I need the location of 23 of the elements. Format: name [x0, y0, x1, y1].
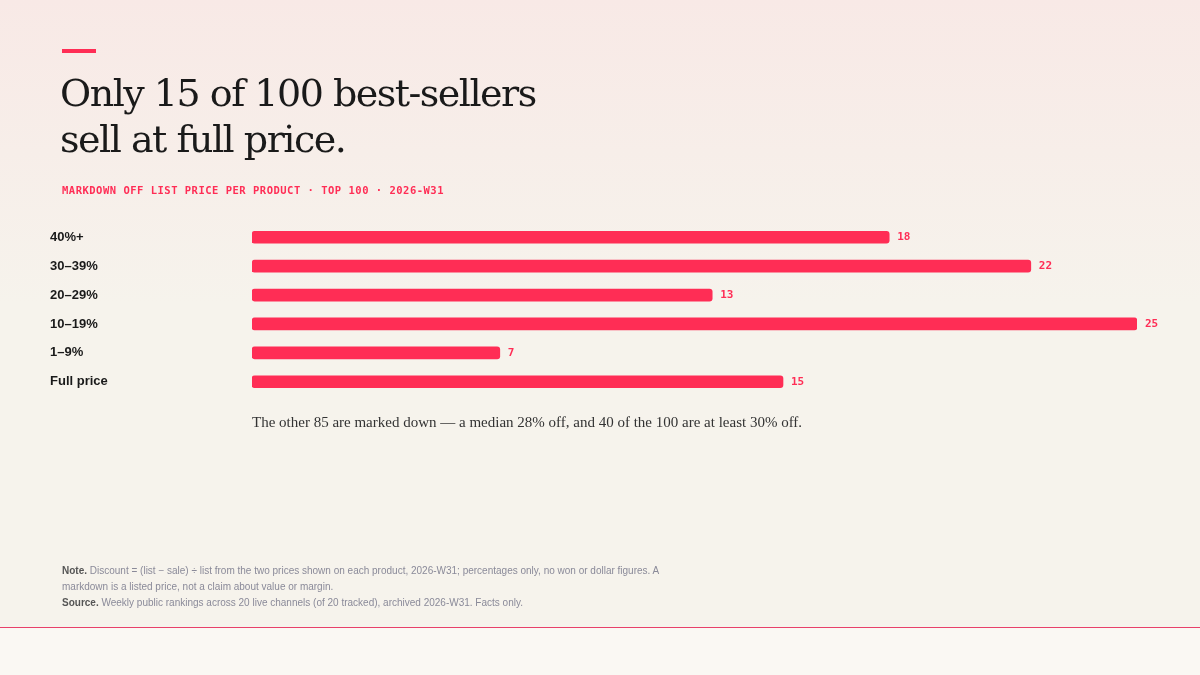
y-tick-label: 40%+ [50, 228, 85, 244]
y-tick-label: 1–9% [50, 344, 84, 360]
bar [252, 288, 713, 302]
data-label: 15 [791, 374, 805, 388]
data-label: 13 [720, 287, 734, 301]
data-label: 7 [507, 345, 515, 359]
chart-title: Only 15 of 100 best-sellers sell at full price. [60, 70, 537, 162]
data-label: 18 [897, 230, 911, 244]
source-note: Source. Weekly public rankings across 20 live channels (of 20 tracked), archived 2026-W31. Facts only. [62, 596, 524, 610]
bar [252, 317, 1137, 331]
text: The other 85 are marked down — a median 28% off, and 40 of the 100 are at least 30% off. [252, 414, 803, 431]
y-tick-label: 10–19% [50, 315, 99, 331]
bar [252, 230, 890, 244]
data-label: 25 [1145, 316, 1159, 330]
y-tick-label: Full price [50, 373, 108, 389]
bar [252, 259, 1032, 273]
bar [252, 346, 501, 360]
bar [252, 375, 784, 389]
text: Note. Discount = (list − sale) ÷ list from the two prices shown on each product, 2026-W31; percentages only, no won or dollar figures. A markdown is a listed price, not a claim about value or margin. [62, 564, 660, 594]
data-label: 22 [1038, 259, 1053, 273]
y-tick-label: 30–39% [50, 257, 99, 273]
y-tick-label: 20–29% [50, 286, 99, 302]
chart-subtitle: MARKDOWN OFF LIST PRICE PER PRODUCT · TOP 100 · 2026-W31 [62, 184, 445, 196]
